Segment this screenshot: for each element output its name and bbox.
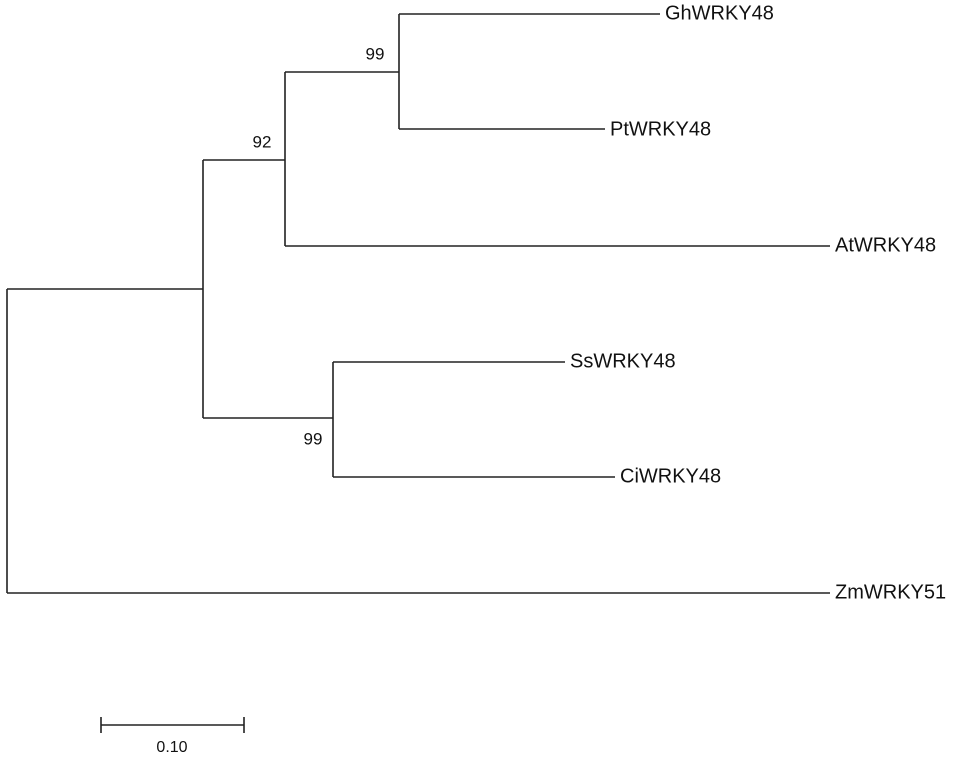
leaf-label: PtWRKY48 [610,118,711,140]
bootstrap-value: 92 [253,132,272,151]
scale-bar: 0.10 [100,717,245,756]
branches [6,13,830,594]
bootstrap-value: 99 [366,44,385,63]
leaf-label: CiWRKY48 [620,465,721,487]
scale-label: 0.10 [156,739,187,756]
leaf-label: SsWRKY48 [570,350,676,372]
bootstrap-value: 99 [304,429,323,448]
leaf-label: GhWRKY48 [665,2,774,24]
leaf-label: ZmWRKY51 [835,581,946,603]
leaf-label: AtWRKY48 [835,234,936,256]
